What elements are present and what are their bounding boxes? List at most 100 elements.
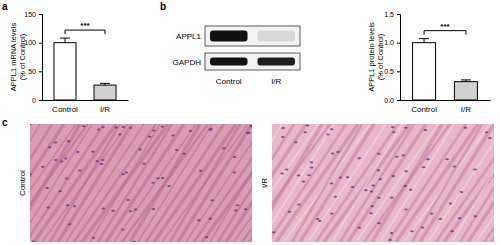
nucleus: [458, 217, 462, 219]
nucleus: [326, 133, 330, 135]
nucleus: [303, 131, 307, 133]
nucleus: [208, 129, 212, 131]
nucleus: [129, 210, 133, 212]
tick: 150: [24, 11, 42, 18]
panel-label: a: [2, 1, 8, 12]
nucleus: [403, 185, 407, 187]
nucleus: [32, 241, 36, 242]
significance-bracket: [424, 31, 466, 35]
image-label: I/R: [260, 178, 269, 188]
tick: 1.5: [384, 11, 400, 18]
nucleus: [392, 131, 396, 133]
bar-chart: 0.00.51.01.5ControlI/RAPPL1 protein leve…: [367, 11, 491, 114]
nucleus: [121, 229, 125, 231]
nucleus: [272, 231, 275, 233]
nucleus: [404, 170, 408, 172]
nucleus: [306, 124, 310, 126]
nucleus: [58, 190, 62, 192]
nucleus: [249, 125, 252, 127]
fiber: [492, 124, 494, 242]
tick: 50: [28, 68, 42, 75]
nucleus: [246, 132, 250, 134]
nucleus: [171, 134, 175, 136]
error-cap: [60, 38, 70, 39]
nucleus: [421, 227, 425, 229]
fiber: [428, 124, 494, 242]
fiber: [226, 124, 252, 242]
nucleus: [114, 127, 118, 129]
nucleus: [152, 129, 156, 131]
fiber: [186, 124, 252, 242]
blot-band: [258, 58, 296, 66]
fiber: [444, 124, 494, 242]
nucleus: [102, 208, 106, 210]
nucleus: [233, 156, 237, 158]
nucleus: [101, 126, 105, 128]
nucleus: [142, 163, 146, 165]
nucleus: [281, 136, 285, 138]
nucleus: [161, 177, 165, 179]
nucleus: [378, 178, 382, 180]
nucleus: [371, 205, 375, 207]
error-line: [65, 38, 66, 43]
nucleus: [449, 203, 453, 205]
nucleus: [54, 142, 58, 144]
nucleus: [297, 203, 301, 205]
nucleus: [438, 218, 442, 220]
tick-label: 0.5: [384, 68, 394, 75]
nucleus: [54, 159, 58, 161]
nucleus: [390, 232, 394, 234]
nucleus: [73, 205, 77, 207]
nucleus: [95, 160, 99, 162]
tick-label: I/R: [100, 105, 110, 114]
panel-label: b: [160, 1, 166, 12]
tick-mark: [397, 14, 400, 15]
nucleus: [395, 156, 399, 158]
axis-title: (% of Control): [18, 33, 27, 80]
nucleus: [402, 154, 406, 156]
nucleus: [377, 197, 381, 199]
nucleus: [310, 167, 314, 169]
fiber: [476, 124, 494, 242]
nucleus: [134, 209, 138, 211]
nucleus: [285, 168, 289, 170]
error-bar: [461, 80, 471, 82]
axis-line: [39, 15, 43, 101]
nucleus: [92, 237, 96, 239]
tick-label: 150: [24, 11, 36, 18]
nucleus: [334, 196, 338, 198]
fiber: [34, 124, 116, 242]
nucleus: [205, 236, 209, 238]
tick: I/R: [100, 100, 110, 114]
nucleus: [485, 131, 489, 133]
nucleus: [138, 148, 142, 150]
fiber: [308, 124, 386, 242]
nucleus: [409, 189, 413, 191]
nucleus: [460, 191, 464, 193]
tick-mark: [397, 43, 400, 44]
histology-image: [272, 124, 494, 242]
nucleus: [330, 213, 334, 215]
fiber: [272, 124, 294, 242]
nucleus: [199, 170, 203, 172]
nucleus: [46, 207, 50, 209]
nucleus: [377, 153, 381, 155]
nucleus: [426, 158, 430, 160]
fiber: [154, 124, 236, 242]
bar: [413, 43, 436, 100]
annotation: ***: [440, 22, 450, 31]
blot-lane-label: Control: [216, 77, 242, 86]
nucleus: [82, 125, 86, 127]
nucleus: [152, 208, 156, 210]
fiber: [66, 124, 144, 242]
nucleus: [288, 211, 292, 213]
nucleus: [129, 127, 133, 129]
blot-strip: [205, 26, 300, 46]
nucleus: [30, 124, 32, 125]
bar-chart: 050100150ControlI/RAPPL1 mRNA levels(% o…: [9, 11, 129, 114]
tick: Control: [52, 100, 78, 114]
nucleus: [60, 161, 64, 163]
annotation: ***: [80, 21, 90, 30]
fiber: [388, 124, 466, 242]
nucleus: [339, 176, 343, 178]
